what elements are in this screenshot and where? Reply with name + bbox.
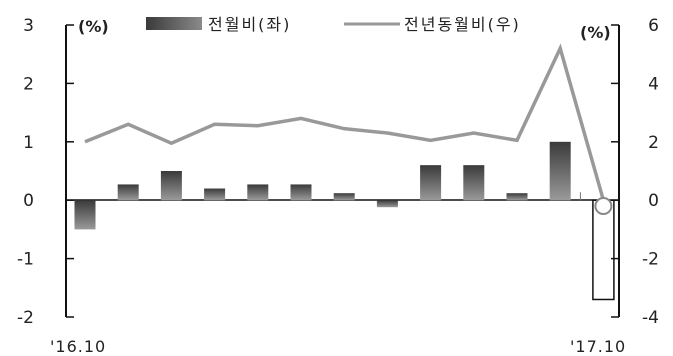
right-tick-label: 0: [648, 191, 659, 211]
right-tick-label: -2: [642, 250, 659, 270]
line-series: [84, 43, 613, 216]
legend-bar-swatch: [146, 17, 202, 30]
bar-'17.5: [376, 200, 398, 208]
highlight-point: [594, 197, 613, 216]
bar-'17.1: [204, 188, 226, 201]
line-path: [84, 43, 606, 201]
bar-'17.3: [290, 184, 312, 201]
x-axis-ticks: '16.10 '17.10: [50, 337, 626, 356]
right-tick-label: 6: [648, 16, 659, 36]
right-tick-label: 2: [648, 133, 659, 153]
bar-'17.4: [333, 193, 355, 201]
left-tick-label: -1: [17, 250, 34, 270]
left-tick-label: 0: [23, 191, 34, 211]
bar-'17.2: [247, 184, 269, 201]
x-tick-last: '17.10: [570, 337, 626, 356]
left-tick-label: 2: [23, 74, 34, 94]
legend: 전월비(좌) 전년동월비(우): [146, 15, 521, 34]
bar-'17.6: [420, 165, 442, 201]
bar-'17.7: [463, 165, 485, 201]
left-tick-label: 1: [23, 133, 34, 153]
bar-'16.12: [160, 171, 182, 201]
left-unit-label: (%): [78, 17, 109, 36]
bar-'16.10: [74, 200, 96, 230]
right-unit-label: (%): [580, 23, 611, 42]
left-tick-label: -2: [17, 308, 34, 328]
x-tick-first: '16.10: [50, 337, 106, 356]
right-axis-ticks: 6 4 2 0 -2 -4: [611, 16, 659, 328]
projected-bar: [592, 199, 615, 301]
bar-'16.11: [117, 184, 139, 201]
left-tick-label: 3: [23, 16, 34, 36]
right-tick-label: 4: [648, 74, 659, 94]
legend-bar-label: 전월비(좌): [208, 15, 291, 34]
legend-line-label: 전년동월비(우): [404, 15, 521, 34]
right-tick-label: -4: [642, 308, 659, 328]
bar-series: [74, 141, 571, 230]
left-axis-ticks: 3 2 1 0 -1 -2: [17, 16, 74, 328]
bar-'17.8: [506, 193, 528, 201]
bar-'17.9: [549, 141, 571, 201]
